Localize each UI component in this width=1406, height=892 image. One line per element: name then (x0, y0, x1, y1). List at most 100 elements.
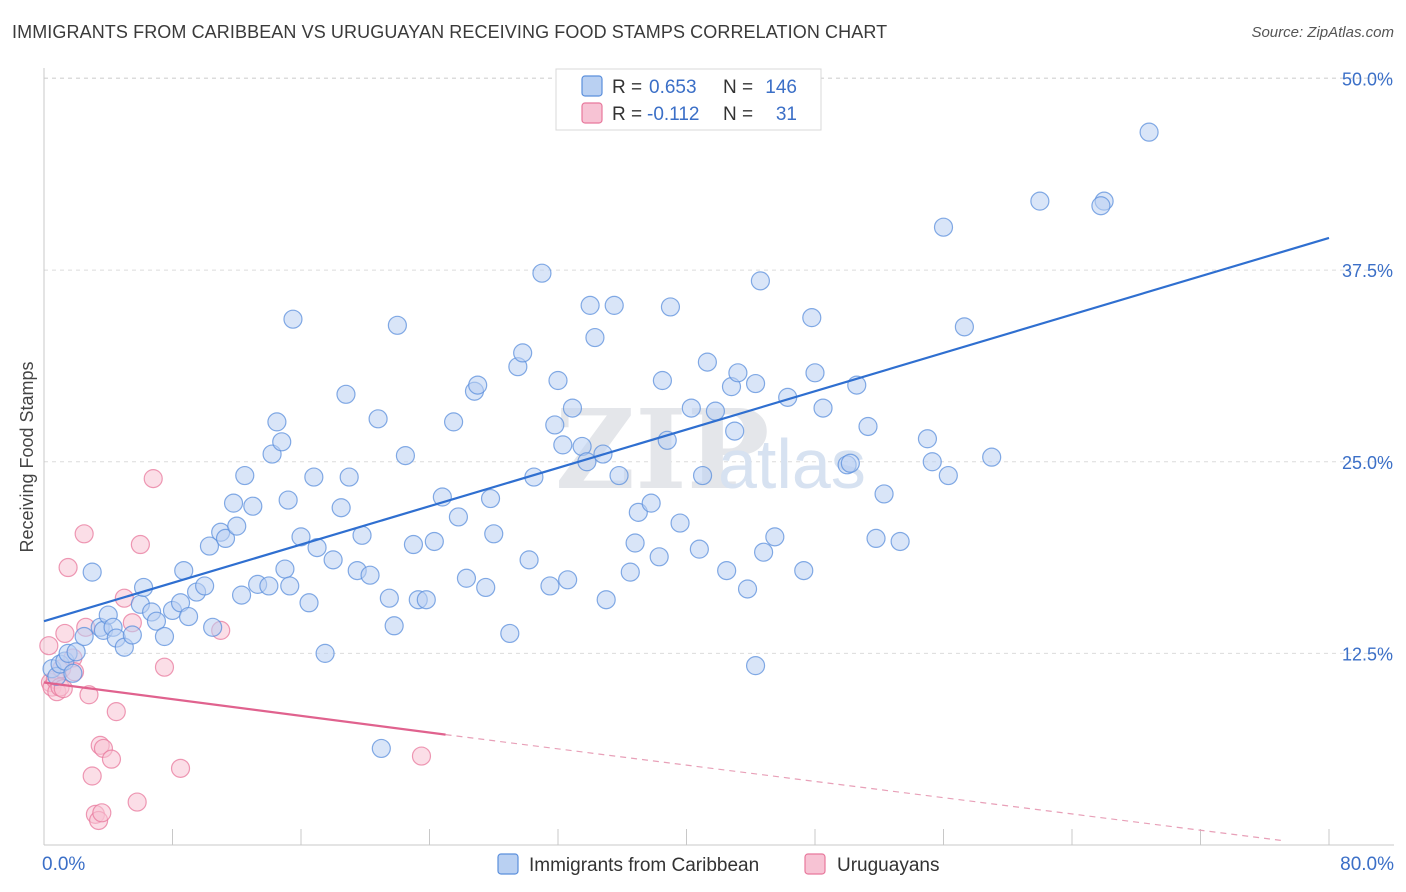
point-caribbean-85 (562, 398, 583, 418)
bottom-legend: Immigrants from Caribbean Uruguayans (497, 853, 939, 876)
point-caribbean-73 (484, 524, 504, 544)
point-uruguayans-12 (74, 524, 94, 544)
point-caribbean-48 (323, 550, 343, 570)
point-caribbean-33 (231, 585, 252, 605)
point-caribbean-24 (178, 606, 199, 627)
legend-r-label-2: R = (612, 104, 642, 125)
point-caribbean-50 (336, 384, 356, 404)
point-caribbean-5 (63, 663, 83, 683)
x-tick-label-0: 0.0% (42, 854, 85, 875)
bottom-legend-label-caribbean: Immigrants from Caribbean (529, 855, 759, 876)
point-caribbean-47 (315, 643, 335, 663)
point-caribbean-41 (280, 576, 300, 596)
y-tick-label-0: 12.5% (1342, 644, 1393, 664)
legend-n-label-1: N = (723, 77, 753, 98)
point-caribbean-27 (199, 536, 220, 556)
trend-lines (43, 236, 1330, 841)
legend-n-value-2: 31 (776, 104, 797, 125)
point-caribbean-79 (532, 263, 552, 283)
source-label: Source: ZipAtlas.com (1251, 24, 1394, 41)
point-caribbean-57 (379, 588, 399, 608)
x-tick-labels: 0.0% 80.0% (42, 854, 1394, 875)
point-caribbean-89 (585, 327, 605, 348)
data-points (39, 122, 1159, 831)
top-legend: R = 0.653 N = 146 R = -0.112 N = 31 (555, 68, 822, 131)
axes (43, 68, 1394, 846)
point-caribbean-39 (267, 412, 287, 432)
point-caribbean-108 (717, 560, 737, 581)
point-uruguayans-15 (82, 766, 102, 786)
point-caribbean-15 (122, 625, 142, 645)
point-caribbean-72 (480, 488, 501, 509)
point-uruguayans-31 (411, 746, 432, 766)
point-uruguayans-22 (106, 702, 126, 722)
point-uruguayans-14 (79, 685, 99, 705)
point-uruguayans-0 (39, 636, 59, 656)
point-caribbean-120 (805, 363, 825, 383)
point-caribbean-100 (649, 547, 669, 567)
point-caribbean-54 (360, 565, 380, 585)
point-caribbean-134 (982, 447, 1002, 467)
point-caribbean-92 (604, 295, 624, 315)
point-caribbean-28 (203, 617, 223, 637)
point-caribbean-102 (670, 513, 690, 533)
point-caribbean-26 (195, 576, 215, 596)
point-caribbean-111 (728, 363, 748, 383)
point-caribbean-135 (1030, 191, 1050, 211)
point-caribbean-32 (223, 493, 244, 513)
x-tick-label-1: 80.0% (1340, 854, 1394, 875)
point-caribbean-35 (243, 496, 263, 516)
legend-r-label-1: R = (612, 77, 642, 98)
point-caribbean-114 (753, 542, 774, 562)
point-caribbean-66 (443, 412, 464, 432)
point-caribbean-6 (66, 642, 86, 662)
trend-line-uruguayans-extension (445, 734, 1281, 841)
point-caribbean-140 (278, 490, 298, 510)
point-caribbean-125 (858, 416, 878, 437)
point-caribbean-74 (500, 623, 520, 644)
point-caribbean-127 (874, 484, 894, 504)
point-caribbean-81 (545, 415, 565, 435)
y-tick-label-3: 50.0% (1342, 70, 1393, 90)
legend-n-label-2: N = (723, 104, 753, 125)
point-caribbean-123 (840, 453, 860, 473)
point-caribbean-77 (519, 550, 539, 570)
point-caribbean-129 (917, 429, 938, 449)
point-uruguayans-29 (170, 758, 191, 778)
point-caribbean-137 (1091, 196, 1111, 216)
point-caribbean-113 (745, 656, 766, 676)
point-caribbean-94 (620, 562, 640, 582)
point-uruguayans-26 (130, 534, 150, 555)
point-caribbean-104 (689, 539, 709, 559)
y-tick-label-2: 37.5% (1342, 261, 1393, 281)
point-caribbean-71 (476, 577, 496, 598)
point-caribbean-130 (922, 452, 942, 472)
point-caribbean-88 (580, 295, 600, 315)
y-tick-label-1: 25.0% (1342, 453, 1393, 473)
point-caribbean-126 (866, 528, 886, 549)
point-caribbean-116 (765, 527, 785, 547)
point-caribbean-55 (368, 409, 388, 429)
point-caribbean-63 (416, 590, 436, 610)
point-caribbean-118 (794, 560, 814, 581)
legend-n-value-1: 146 (765, 77, 797, 98)
point-caribbean-133 (954, 317, 974, 337)
point-uruguayans-27 (143, 469, 163, 489)
point-caribbean-51 (339, 467, 359, 487)
y-axis-label: Receiving Food Stamps (17, 361, 37, 552)
point-caribbean-58 (384, 616, 404, 636)
point-caribbean-45 (304, 467, 324, 487)
point-caribbean-138 (1139, 122, 1159, 142)
point-caribbean-31 (227, 516, 247, 536)
point-caribbean-121 (813, 398, 833, 418)
point-caribbean-128 (890, 531, 910, 552)
point-caribbean-70 (468, 375, 488, 395)
point-caribbean-95 (625, 533, 645, 553)
point-uruguayans-9 (58, 557, 78, 578)
point-caribbean-59 (387, 315, 407, 335)
point-caribbean-93 (609, 465, 629, 486)
legend-swatch-pink (581, 102, 603, 124)
point-caribbean-82 (548, 370, 568, 391)
point-caribbean-64 (424, 531, 444, 552)
